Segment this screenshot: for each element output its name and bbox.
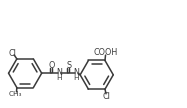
Text: Cl: Cl <box>9 48 16 58</box>
Text: H: H <box>74 75 79 81</box>
Text: O: O <box>49 61 55 70</box>
Text: N: N <box>73 68 79 77</box>
Text: S: S <box>66 61 71 70</box>
Text: Cl: Cl <box>103 92 111 101</box>
Text: COOH: COOH <box>94 48 118 57</box>
Text: H: H <box>56 75 62 81</box>
Text: N: N <box>56 68 62 77</box>
Text: CH₃: CH₃ <box>8 91 22 97</box>
